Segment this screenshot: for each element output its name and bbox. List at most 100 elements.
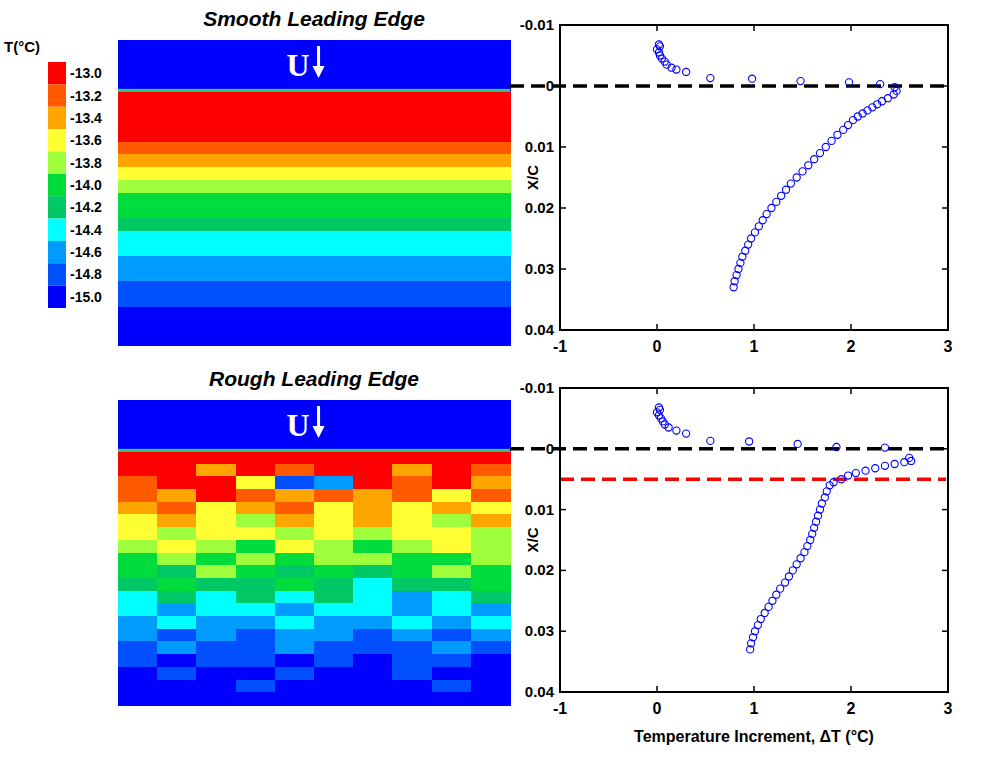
heat-cell	[196, 400, 236, 413]
y-tick	[560, 85, 566, 87]
y-tick-label: 0	[546, 440, 554, 457]
heat-cell	[432, 451, 472, 464]
heat-cell	[196, 680, 236, 693]
heat-cell	[157, 641, 197, 654]
x-tick	[850, 324, 852, 330]
heat-cell	[392, 578, 432, 591]
heat-cell	[196, 654, 236, 667]
thermal-image	[118, 400, 511, 706]
y-tick-label: -0.01	[520, 16, 554, 33]
heat-cell	[275, 680, 315, 693]
y-tick-label: 0.03	[525, 622, 554, 639]
heat-cell	[118, 502, 158, 515]
heat-cell	[275, 464, 315, 477]
heat-cell	[275, 553, 315, 566]
heat-cell	[118, 129, 511, 142]
y-axis-title: X/C	[524, 165, 541, 190]
colorbar-band	[48, 62, 66, 84]
panel-title: Smooth Leading Edge	[203, 7, 425, 30]
point	[747, 646, 754, 653]
heat-cell	[236, 502, 276, 515]
x-tick-label: 0	[653, 700, 662, 717]
heat-cell	[471, 527, 511, 540]
y-tick-label: 0.04	[525, 321, 555, 338]
colorbar-band	[48, 241, 66, 263]
heat-cell	[236, 553, 276, 566]
heat-cell	[392, 680, 432, 693]
y-tick-label: 0.02	[525, 561, 554, 578]
heat-cell	[275, 654, 315, 667]
heat-cell	[157, 400, 197, 413]
heat-cell	[118, 167, 511, 180]
heat-cell	[432, 692, 472, 705]
heat-cell	[118, 256, 511, 269]
y-tick	[942, 329, 948, 331]
y-tick	[560, 448, 566, 450]
point	[787, 180, 794, 187]
y-tick	[560, 630, 566, 632]
heat-cell	[196, 553, 236, 566]
heat-cell	[275, 451, 315, 464]
point	[782, 186, 789, 193]
heat-cell	[118, 400, 158, 413]
heat-cell	[275, 514, 315, 527]
heat-cell	[314, 591, 354, 604]
heat-cell	[471, 591, 511, 604]
x-axis-title: Temperature Increment, ΔT (°C)	[634, 728, 874, 745]
y-tick	[560, 268, 566, 270]
x-tick	[656, 324, 658, 330]
x-tick-label: -1	[553, 338, 567, 355]
heat-cell	[471, 514, 511, 527]
heat-cell	[392, 425, 432, 438]
colorbar-band	[48, 129, 66, 151]
heat-cell	[275, 578, 315, 591]
y-tick	[942, 630, 948, 632]
points	[653, 41, 900, 291]
heat-cell	[471, 464, 511, 477]
point	[816, 150, 823, 157]
heat-cell	[314, 692, 354, 705]
heat-cell	[196, 540, 236, 553]
point	[891, 460, 898, 467]
colorbar-band	[48, 174, 66, 196]
heat-cell	[392, 553, 432, 566]
heat-cell	[275, 629, 315, 642]
heat-cell	[118, 53, 511, 66]
heat-cell	[392, 502, 432, 515]
heat-cell	[392, 616, 432, 629]
colorbar: T(°C)-13.0-13.2-13.4-13.6-13.8-14.0-14.2…	[4, 38, 102, 308]
heat-cell	[432, 553, 472, 566]
heat-cell	[353, 553, 393, 566]
heat-cell	[236, 514, 276, 527]
x-tick	[947, 25, 949, 31]
point	[854, 113, 861, 120]
heat-cell	[432, 413, 472, 426]
heat-cell	[157, 476, 197, 489]
x-tick	[947, 686, 949, 692]
heat-cell	[275, 692, 315, 705]
colorbar-label: -14.0	[70, 177, 102, 193]
heat-cell	[471, 578, 511, 591]
heat-cell	[196, 616, 236, 629]
point	[668, 64, 675, 71]
heat-cell	[432, 654, 472, 667]
heat-cell	[236, 451, 276, 464]
heat-cell	[471, 413, 511, 426]
heat-cell	[157, 680, 197, 693]
heat-cell	[157, 603, 197, 616]
heat-cell	[471, 654, 511, 667]
heat-cell	[314, 616, 354, 629]
heat-cell	[353, 629, 393, 642]
point	[773, 198, 780, 205]
heat-cell	[471, 540, 511, 553]
heat-cell	[118, 514, 158, 527]
heat-cell	[432, 527, 472, 540]
point	[877, 81, 884, 88]
heat-cell	[471, 565, 511, 578]
colorbar-band	[48, 151, 66, 173]
y-tick	[942, 207, 948, 209]
heat-cell	[275, 616, 315, 629]
colorbar-label: -14.2	[70, 199, 102, 215]
heat-cell	[314, 489, 354, 502]
heat-cell	[236, 641, 276, 654]
